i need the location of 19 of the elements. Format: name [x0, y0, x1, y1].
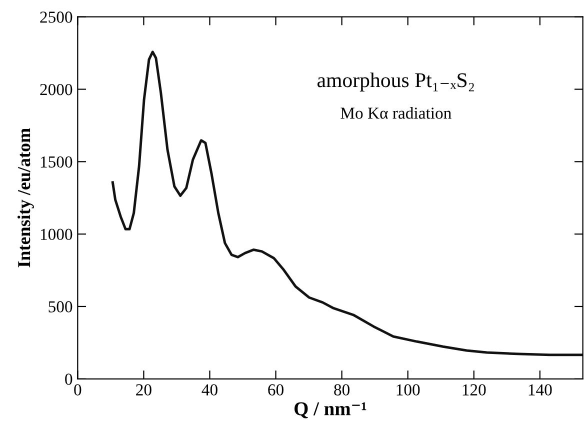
y-axis-title: Intensity /eu/atom: [17, 128, 34, 268]
y-tick-label: 1000: [40, 228, 72, 240]
x-tick-label: 20: [136, 384, 152, 396]
annotation: amorphous Pt₁₋ₓS₂: [318, 72, 474, 92]
line-series: [111, 50, 583, 356]
x-tick-label: 80: [334, 384, 350, 396]
x-tick-label: 120: [462, 384, 486, 396]
y-tick-label: 2500: [40, 12, 72, 23]
x-axis-title: Q / nm⁻¹: [294, 402, 366, 418]
y-tick-label: 500: [48, 301, 72, 312]
annotation: Mo Kα radiation: [340, 107, 452, 119]
y-tick-label: 1500: [40, 156, 72, 168]
x-tick-label: 140: [528, 384, 552, 396]
x-tick-label: 0: [74, 384, 82, 396]
y-tick-label: 0: [65, 374, 72, 385]
y-tick-label: 2000: [40, 84, 72, 96]
x-tick-label: 60: [268, 384, 284, 396]
x-tick-label: 40: [202, 384, 218, 396]
x-tick-label: 100: [396, 384, 420, 396]
